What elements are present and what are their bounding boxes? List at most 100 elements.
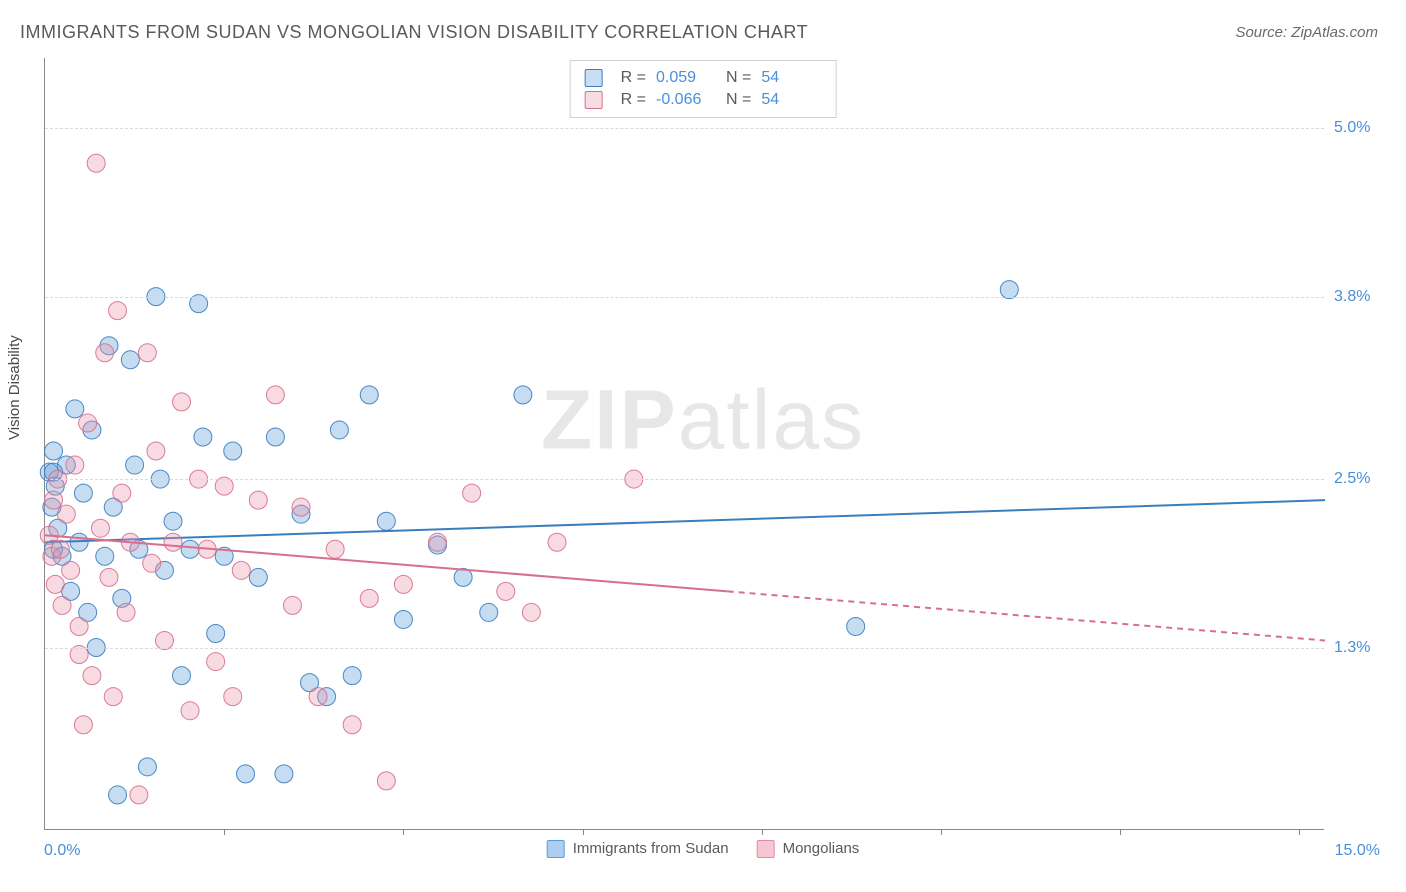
scatter-point bbox=[109, 302, 127, 320]
stat-n-label: N = bbox=[726, 69, 751, 87]
x-tick bbox=[403, 829, 404, 835]
scatter-point bbox=[522, 603, 540, 621]
scatter-point bbox=[249, 491, 267, 509]
x-tick bbox=[941, 829, 942, 835]
scatter-point bbox=[232, 561, 250, 579]
scatter-point bbox=[70, 617, 88, 635]
scatter-point bbox=[173, 393, 191, 411]
scatter-point bbox=[292, 498, 310, 516]
scatter-point bbox=[51, 540, 69, 558]
scatter-point bbox=[45, 442, 63, 460]
regression-line bbox=[45, 500, 1325, 542]
scatter-point bbox=[53, 596, 71, 614]
grid-line bbox=[45, 297, 1324, 298]
scatter-point bbox=[126, 456, 144, 474]
scatter-point bbox=[181, 702, 199, 720]
scatter-point bbox=[309, 688, 327, 706]
scatter-point bbox=[266, 428, 284, 446]
scatter-point bbox=[394, 575, 412, 593]
scatter-point bbox=[283, 596, 301, 614]
scatter-point bbox=[224, 442, 242, 460]
scatter-point bbox=[360, 589, 378, 607]
scatter-point bbox=[360, 386, 378, 404]
scatter-point bbox=[237, 765, 255, 783]
scatter-point bbox=[46, 575, 64, 593]
regression-line-extrapolated bbox=[728, 591, 1325, 640]
x-tick bbox=[224, 829, 225, 835]
legend-item: Immigrants from Sudan bbox=[547, 840, 729, 858]
scatter-point bbox=[343, 716, 361, 734]
stat-r-value: 0.059 bbox=[656, 69, 716, 87]
scatter-point bbox=[326, 540, 344, 558]
x-tick bbox=[583, 829, 584, 835]
grid-line bbox=[45, 128, 1324, 129]
scatter-point bbox=[429, 533, 447, 551]
legend-swatch bbox=[757, 840, 775, 858]
scatter-point bbox=[266, 386, 284, 404]
scatter-point bbox=[173, 667, 191, 685]
scatter-point bbox=[74, 484, 92, 502]
plot-area: 1.3%2.5%3.8%5.0% bbox=[44, 58, 1324, 830]
scatter-point bbox=[463, 484, 481, 502]
x-axis-start-label: 0.0% bbox=[44, 842, 80, 860]
stat-n-label: N = bbox=[726, 91, 751, 109]
scatter-point bbox=[83, 667, 101, 685]
scatter-point bbox=[96, 547, 114, 565]
stat-r-label: R = bbox=[621, 69, 646, 87]
scatter-point bbox=[514, 386, 532, 404]
scatter-point bbox=[130, 786, 148, 804]
scatter-point bbox=[147, 442, 165, 460]
stat-n-value: 54 bbox=[761, 91, 821, 109]
scatter-point bbox=[138, 344, 156, 362]
legend-swatch bbox=[547, 840, 565, 858]
scatter-point bbox=[497, 582, 515, 600]
scatter-point bbox=[164, 533, 182, 551]
y-axis-label: Vision Disability bbox=[6, 335, 23, 440]
scatter-point bbox=[164, 512, 182, 530]
legend-swatch bbox=[585, 91, 603, 109]
grid-line bbox=[45, 479, 1324, 480]
scatter-point bbox=[62, 561, 80, 579]
x-tick bbox=[1299, 829, 1300, 835]
scatter-point bbox=[330, 421, 348, 439]
y-tick-label: 1.3% bbox=[1334, 639, 1384, 657]
scatter-point bbox=[394, 610, 412, 628]
correlation-legend: R = 0.059 N = 54 R = -0.066 N = 54 bbox=[570, 60, 837, 118]
scatter-point bbox=[104, 688, 122, 706]
legend-item: Mongolians bbox=[757, 840, 860, 858]
scatter-point bbox=[224, 688, 242, 706]
stat-r-value: -0.066 bbox=[656, 91, 716, 109]
grid-line bbox=[45, 648, 1324, 649]
scatter-point bbox=[275, 765, 293, 783]
scatter-point bbox=[181, 540, 199, 558]
scatter-point bbox=[113, 484, 131, 502]
stat-r-label: R = bbox=[621, 91, 646, 109]
x-tick bbox=[762, 829, 763, 835]
scatter-point bbox=[79, 414, 97, 432]
legend-label: Mongolians bbox=[783, 840, 860, 857]
scatter-point bbox=[91, 519, 109, 537]
scatter-point bbox=[121, 351, 139, 369]
scatter-point bbox=[194, 428, 212, 446]
scatter-point bbox=[45, 491, 63, 509]
scatter-point bbox=[109, 786, 127, 804]
scatter-point bbox=[377, 512, 395, 530]
y-tick-label: 5.0% bbox=[1334, 119, 1384, 137]
stat-n-value: 54 bbox=[761, 69, 821, 87]
scatter-point bbox=[100, 568, 118, 586]
scatter-point bbox=[57, 505, 75, 523]
correlation-legend-row: R = 0.059 N = 54 bbox=[585, 67, 822, 89]
scatter-point bbox=[143, 554, 161, 572]
chart-title: IMMIGRANTS FROM SUDAN VS MONGOLIAN VISIO… bbox=[20, 22, 808, 43]
scatter-point bbox=[377, 772, 395, 790]
series-legend: Immigrants from Sudan Mongolians bbox=[547, 840, 860, 858]
scatter-point bbox=[66, 456, 84, 474]
scatter-point bbox=[66, 400, 84, 418]
x-axis-end-label: 15.0% bbox=[1335, 842, 1380, 860]
legend-label: Immigrants from Sudan bbox=[573, 840, 729, 857]
scatter-point bbox=[117, 603, 135, 621]
scatter-point bbox=[138, 758, 156, 776]
scatter-point bbox=[847, 617, 865, 635]
scatter-point bbox=[343, 667, 361, 685]
scatter-point bbox=[87, 154, 105, 172]
